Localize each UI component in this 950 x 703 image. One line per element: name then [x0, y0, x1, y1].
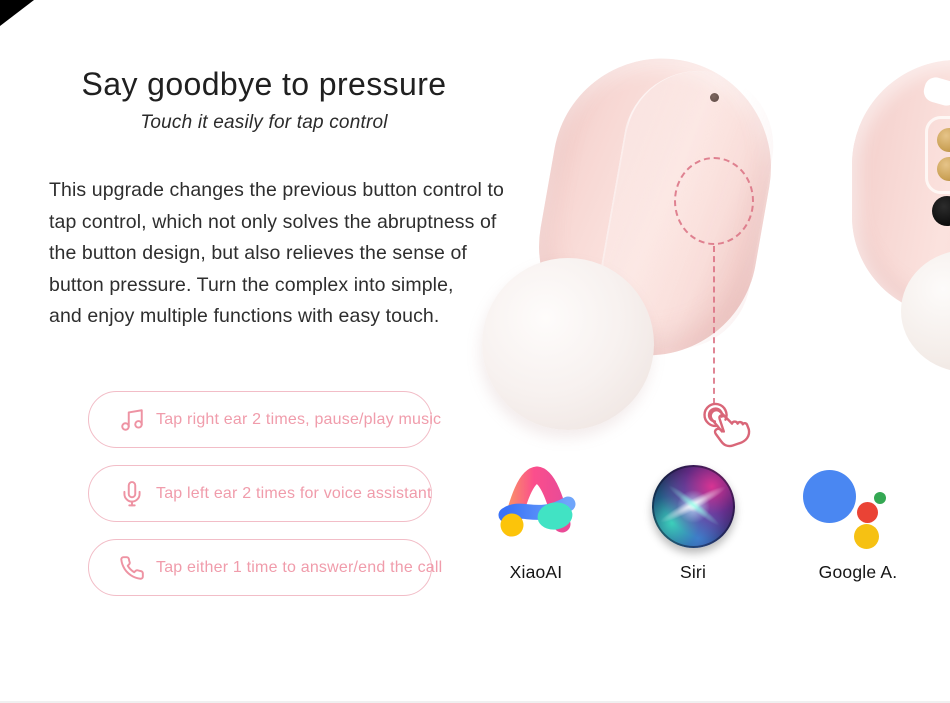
earbud-mic-hole — [710, 93, 719, 102]
earbud-silicone-tip — [482, 258, 654, 430]
page-title: Say goodbye to pressure — [81, 66, 447, 102]
assistant-label-siri: Siri — [679, 562, 707, 582]
phone-icon — [120, 555, 144, 580]
description-text: This upgrade changes the previous button… — [49, 179, 504, 327]
google-red-dot — [857, 502, 878, 523]
feature-pill-label: Tap left ear 2 times for voice assistant — [156, 484, 432, 502]
assistant-label-xiaoai: XiaoAI — [509, 562, 563, 582]
feature-pill-label: Tap right ear 2 times, pause/play music — [156, 410, 442, 428]
corner-accent-triangle — [0, 0, 34, 26]
feature-pill-label: Tap either 1 time to answer/end the call — [156, 558, 443, 576]
touch-area-dashed-circle — [674, 157, 754, 245]
google-green-dot — [874, 492, 886, 504]
feature-pill-music[interactable]: Tap right ear 2 times, pause/play music — [88, 391, 441, 448]
earbud-right-mic-dot — [932, 196, 950, 226]
google-blue-dot — [803, 470, 856, 523]
google-yellow-dot — [854, 524, 879, 549]
page-subtitle: Touch it easily for tap control — [140, 112, 388, 133]
charging-contact-gold — [937, 128, 950, 152]
microphone-icon — [123, 480, 141, 506]
assistant-label-google: Google A. — [818, 562, 898, 582]
tap-hand-icon — [703, 402, 751, 448]
feature-pill-call[interactable]: Tap either 1 time to answer/end the call — [88, 539, 442, 596]
google-assistant-logo — [800, 466, 920, 554]
feature-pill-voice[interactable]: Tap left ear 2 times for voice assistant — [88, 465, 432, 522]
xiaoai-logo — [498, 466, 576, 537]
siri-logo — [652, 465, 735, 548]
hero-heading-block: Say goodbye to pressure Touch it easily … — [40, 66, 488, 134]
music-note-icon — [121, 408, 143, 431]
charging-contact-gold — [937, 157, 950, 181]
bottom-divider — [0, 701, 950, 703]
touch-pointer-dashed-line — [713, 246, 715, 404]
charging-contacts-plate — [925, 116, 950, 194]
